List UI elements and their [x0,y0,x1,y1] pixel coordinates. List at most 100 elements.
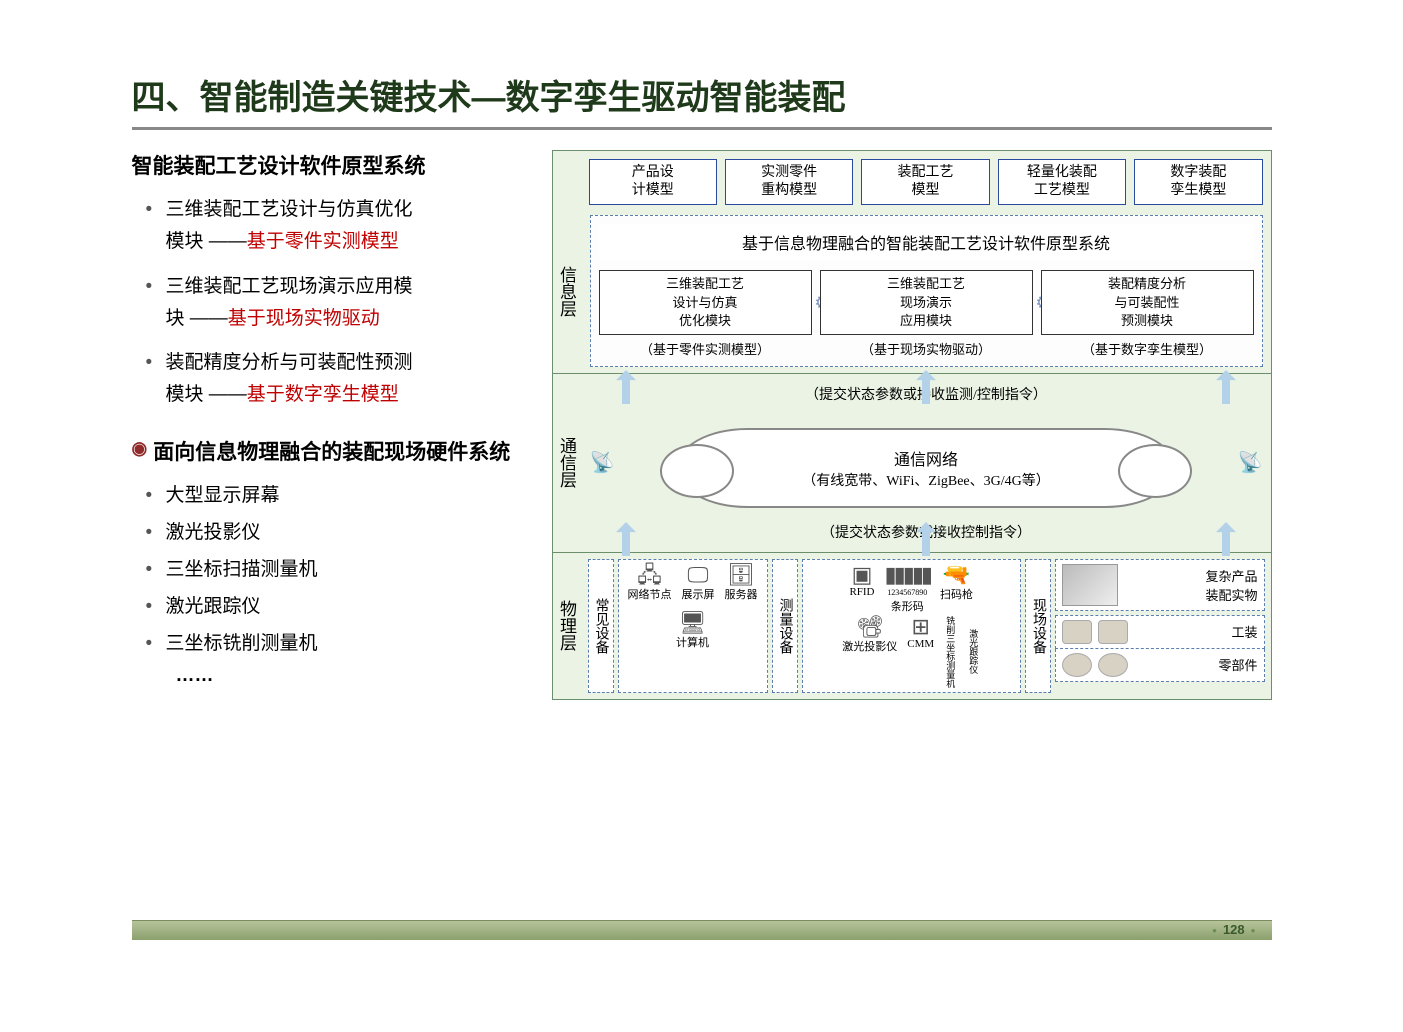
lower-arrow-label: （提交状态参数或接收控制指令） [590,522,1263,542]
cloud-subtitle: （有线宽带、WiFi、ZigBee、3G/4G等） [708,470,1144,490]
comm-layer-label: 通信层 [553,374,581,552]
device-item: 📽 激光投影仪 [842,616,897,688]
module-3: 装配精度分析与可装配性预测模块 （基于数字孪生模型） [1041,270,1254,358]
group2-label: 测量设备 [772,559,798,693]
module2-box: 三维装配工艺现场演示应用模块 ⚙ [820,270,1033,335]
tooling-icon [1062,620,1092,644]
field-devices-group: 复杂产品装配实物 工装 零部件 [1055,559,1265,693]
section1-bullets: 三维装配工艺设计与仿真优化 模块 ——基于零件实测模型 三维装配工艺现场演示应用… [166,194,540,412]
device-label: RFID [849,586,874,598]
display-icon: 🖵 [682,564,715,586]
info-panel: 基于信息物理融合的智能装配工艺设计软件原型系统 三维装配工艺设计与仿真优化模块 … [590,215,1263,367]
phys-body: 常见设备 🖧网络节点 🖵展示屏 🗄服务器 🖥计算机 测量设备 [588,559,1265,693]
section1-title: 智能装配工艺设计软件原型系统 [132,150,426,180]
module3-title: 装配精度分析与可装配性预测模块 [1108,276,1186,327]
upper-arrow-label: （提交状态参数或接收监测/控制指令） [590,384,1263,404]
server-icon: 🗄 [725,564,758,586]
bullet2-line1: 三维装配工艺现场演示应用模 [165,276,412,297]
projector-icon: 📽 [842,616,897,638]
bullet3-highlight: 基于数字孪生模型 [247,384,399,405]
parts-label: 零部件 [1218,655,1257,674]
device-label: 铣削三坐标测量机 [945,616,955,688]
device-label: CMM [907,638,934,650]
barcode-number: 1234567890 [887,588,927,597]
target-icon: ◉ [132,438,148,459]
device-item: 激光跟踪仪 [967,616,980,688]
section2-bullets: 大型显示屏幕 激光投影仪 三坐标扫描测量机 激光跟踪仪 三坐标铣削测量机 [166,480,540,655]
device-label: 扫码枪 [940,589,973,601]
device-label: 激光投影仪 [842,641,897,653]
tooling-label: 工装 [1231,622,1257,641]
assembly-object-row: 复杂产品装配实物 [1055,559,1265,611]
sub-bullet: 激光跟踪仪 [166,591,540,618]
left-column: 智能装配工艺设计软件原型系统 三维装配工艺设计与仿真优化 模块 ——基于零件实测… [132,150,540,700]
bullet2-line2a: 块 —— [166,308,228,329]
section2-header: ◉ 面向信息物理融合的装配现场硬件系统 [132,436,540,466]
module-row: 三维装配工艺设计与仿真优化模块 ⚙ （基于零件实测模型） 三维装配工艺现场演示应… [599,270,1254,358]
model-box: 轻量化装配工艺模型 [998,159,1126,205]
tooling-icon [1098,620,1128,644]
computer-icon: 🖥 [676,612,709,634]
page-number: 128 [1206,922,1261,937]
module2-note: （基于现场实物驱动） [820,339,1033,358]
tooling-row: 工装 [1055,615,1265,649]
device-item: 🖥计算机 [676,612,709,650]
module-1: 三维装配工艺设计与仿真优化模块 ⚙ （基于零件实测模型） [599,270,812,358]
slide: 四、智能制造关键技术—数字孪生驱动智能装配 智能装配工艺设计软件原型系统 三维装… [102,40,1302,940]
model-box: 产品设计模型 [589,159,717,205]
common-devices-group: 🖧网络节点 🖵展示屏 🗄服务器 🖥计算机 [618,559,768,693]
info-layer-label: 信息层 [553,209,581,373]
footer-bar [132,920,1272,940]
bullet-1: 三维装配工艺设计与仿真优化 模块 ——基于零件实测模型 [166,194,540,259]
device-item: 🔫扫码枪 [940,564,973,614]
parts-row: 零部件 [1055,649,1265,682]
part-icon [1098,653,1128,677]
device-item: 🗄服务器 [725,564,758,602]
device-item: ▣RFID [849,564,874,614]
group3-label: 现场设备 [1025,559,1051,693]
bullet-3: 装配精度分析与可装配性预测 模块 ——基于数字孪生模型 [166,347,540,412]
bullet1-line1: 三维装配工艺设计与仿真优化 [165,199,412,220]
device-label: 条形码 [891,601,924,613]
page-title: 四、智能制造关键技术—数字孪生驱动智能装配 [132,70,1272,130]
bullet1-highlight: 基于零件实测模型 [247,231,399,252]
module1-title: 三维装配工艺设计与仿真优化模块 [666,276,744,327]
bullet3-line2a: 模块 —— [166,384,247,405]
measurement-devices-group: ▣RFID ▮▮▮▮▮ 1234567890 条形码 🔫扫码枪 📽 激光投影仪 ⊞CM… [802,559,1022,693]
device-item: 铣削三坐标测量机 [944,616,957,688]
assembly-label: 复杂产品装配实物 [1205,566,1257,604]
antenna-icon: 📡 [590,450,615,475]
model-box: 数字装配孪生模型 [1134,159,1262,205]
module3-box: 装配精度分析与可装配性预测模块 [1041,270,1254,335]
sub-bullet: 激光投影仪 [166,517,540,544]
communication-cloud: 通信网络 （有线宽带、WiFi、ZigBee、3G/4G等） [676,428,1176,508]
sub-bullet: 三坐标铣削测量机 [166,628,540,655]
antenna-icon: 📡 [1238,450,1263,475]
cloud-title: 通信网络 [708,446,1144,470]
device-label: 网络节点 [628,589,672,601]
slide-body: 智能装配工艺设计软件原型系统 三维装配工艺设计与仿真优化 模块 ——基于零件实测… [132,150,1272,700]
cmm-icon: ⊞ [907,616,934,638]
assembly-photo-icon [1062,564,1118,606]
section1-header: 智能装配工艺设计软件原型系统 [132,150,540,180]
bullet2-highlight: 基于现场实物驱动 [228,308,380,329]
bullet1-line2a: 模块 —— [166,231,247,252]
barcode-icon: ▮▮▮▮▮ [885,564,931,586]
rfid-icon: ▣ [849,564,874,586]
module1-note: （基于零件实测模型） [599,339,812,358]
module-2: 三维装配工艺现场演示应用模块 ⚙ （基于现场实物驱动） [820,270,1033,358]
device-label: 激光跟踪仪 [968,629,978,674]
device-item: 🖵 展示屏 [682,564,715,602]
model-box: 装配工艺模型 [861,159,989,205]
bullet-2: 三维装配工艺现场演示应用模 块 ——基于现场实物驱动 [166,271,540,336]
bullet3-line1: 装配精度分析与可装配性预测 [165,352,412,373]
phys-layer-label: 物理层 [553,553,581,699]
module1-box: 三维装配工艺设计与仿真优化模块 ⚙ [599,270,812,335]
right-column: 产品设计模型 实测零件重构模型 装配工艺模型 轻量化装配工艺模型 数字装配孪生模… [552,150,1272,700]
module3-note: （基于数字孪生模型） [1041,339,1254,358]
ellipsis: …… [176,665,540,687]
section2-title: 面向信息物理融合的装配现场硬件系统 [153,436,510,466]
device-label: 展示屏 [682,589,715,601]
sub-bullet: 大型显示屏幕 [166,480,540,507]
top-model-row: 产品设计模型 实测零件重构模型 装配工艺模型 轻量化装配工艺模型 数字装配孪生模… [553,151,1271,209]
